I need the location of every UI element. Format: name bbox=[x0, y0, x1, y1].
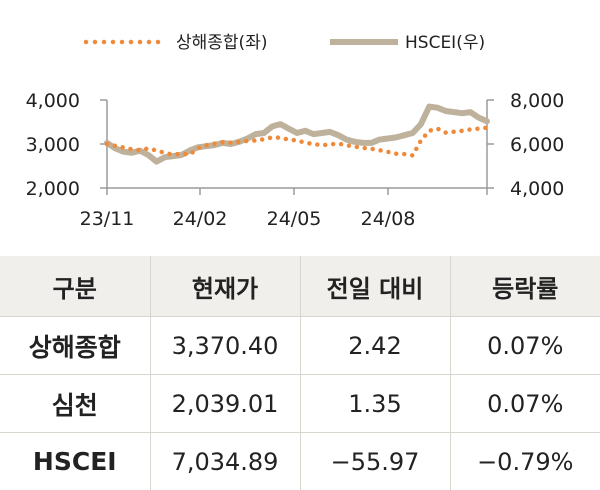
x-tick-label: 24/05 bbox=[267, 208, 322, 230]
table-cell: 0.07% bbox=[450, 317, 600, 375]
x-tick-label: 23/11 bbox=[80, 208, 135, 230]
table-cell: −0.79% bbox=[450, 433, 600, 490]
row-label: 심천 bbox=[0, 375, 150, 433]
right-axis: 8,000 6,000 4,000 bbox=[487, 90, 564, 200]
table-cell: −55.97 bbox=[300, 433, 450, 490]
table-cell: 3,370.40 bbox=[150, 317, 300, 375]
right-tick-label: 6,000 bbox=[510, 134, 564, 156]
table-row: HSCEI 7,034.89 −55.97 −0.79% bbox=[0, 433, 600, 490]
series-line-hscei bbox=[107, 107, 487, 162]
left-tick-label: 4,000 bbox=[26, 90, 80, 112]
table-cell: 1.35 bbox=[300, 375, 450, 433]
table-cell: 7,034.89 bbox=[150, 433, 300, 490]
table-cell: 0.07% bbox=[450, 375, 600, 433]
table-header-row: 구분 현재가 전일 대비 등락률 bbox=[0, 256, 600, 317]
column-header: 등락률 bbox=[450, 256, 600, 317]
right-tick-label: 4,000 bbox=[510, 178, 564, 200]
right-tick-label: 8,000 bbox=[510, 90, 564, 112]
column-header: 전일 대비 bbox=[300, 256, 450, 317]
x-tick-label: 24/02 bbox=[173, 208, 228, 230]
left-axis: 4,000 3,000 2,000 bbox=[26, 90, 107, 200]
column-header: 구분 bbox=[0, 256, 150, 317]
table-row: 상해종합 3,370.40 2.42 0.07% bbox=[0, 317, 600, 375]
row-label: HSCEI bbox=[0, 433, 150, 490]
left-tick-label: 2,000 bbox=[26, 178, 80, 200]
table-cell: 2,039.01 bbox=[150, 375, 300, 433]
table-cell: 2.42 bbox=[300, 317, 450, 375]
legend-label-shanghai: 상해종합(좌) bbox=[176, 33, 267, 53]
column-header: 현재가 bbox=[150, 256, 300, 317]
table-row: 심천 2,039.01 1.35 0.07% bbox=[0, 375, 600, 433]
x-tick-label: 24/08 bbox=[361, 208, 416, 230]
legend-label-hscei: HSCEI(우) bbox=[405, 33, 485, 53]
index-line-chart: 상해종합(좌) HSCEI(우) 4,000 3,000 2,000 8,000… bbox=[0, 0, 600, 255]
left-tick-label: 3,000 bbox=[26, 134, 80, 156]
chart-legend: 상해종합(좌) HSCEI(우) bbox=[86, 33, 485, 53]
row-label: 상해종합 bbox=[0, 317, 150, 375]
index-quote-table: 구분 현재가 전일 대비 등락률 상해종합 3,370.40 2.42 0.07… bbox=[0, 256, 600, 490]
x-axis: 23/11 24/02 24/05 24/08 bbox=[80, 188, 487, 230]
